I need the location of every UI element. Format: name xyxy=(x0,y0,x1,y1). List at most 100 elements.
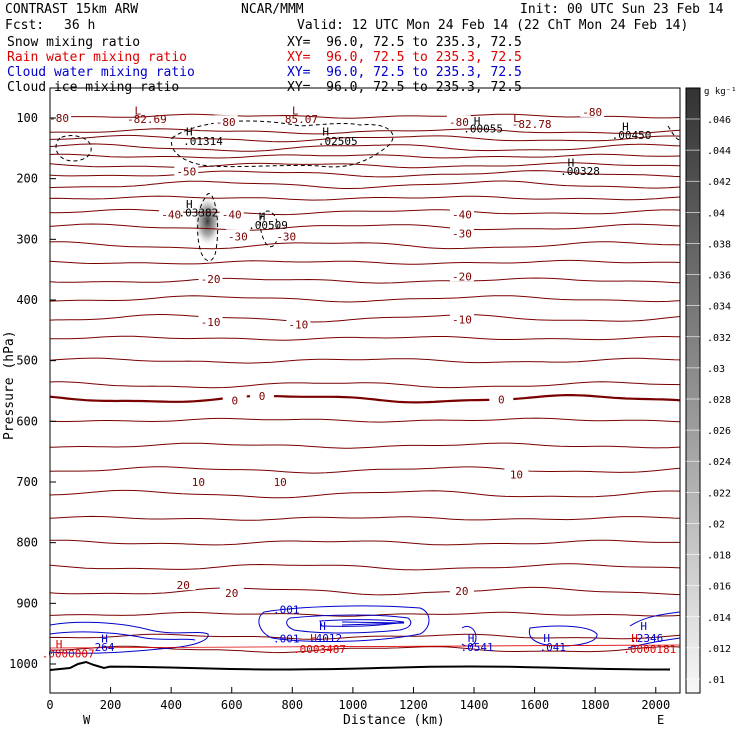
temp-label-bg xyxy=(174,164,199,177)
temp-contour-label: -50 xyxy=(176,165,196,178)
temp-label-bg xyxy=(449,312,474,325)
temperature-contour xyxy=(50,586,680,596)
temperature-contour xyxy=(50,223,680,231)
temperature-contour xyxy=(50,170,680,178)
colorbar-tick-label: .042 xyxy=(707,177,731,188)
temperature-contour xyxy=(50,611,680,617)
temperature-contour xyxy=(50,335,680,341)
temperature-contour xyxy=(50,153,680,159)
temperature-contour xyxy=(50,466,680,474)
colorbar-tick-label: .018 xyxy=(707,551,731,562)
temp-contour-label: -80 xyxy=(582,106,602,119)
y-tick-label: 600 xyxy=(16,414,38,428)
temperature-contour xyxy=(50,295,680,303)
extremum-value: .2346 xyxy=(630,632,663,645)
colorbar-unit: g kg⁻¹ xyxy=(704,87,737,97)
colorbar-tick-label: .03 xyxy=(707,364,725,375)
temp-label-bg xyxy=(219,586,244,599)
extremum-value: 264 xyxy=(95,641,115,654)
colorbar-tick-label: .04 xyxy=(707,208,725,219)
temperature-contour xyxy=(50,357,680,364)
temp-label-bg xyxy=(449,584,474,597)
field-snow-xy: XY= 96.0, 72.5 to 235.3, 72.5 xyxy=(287,35,522,50)
x-tick-label: 600 xyxy=(221,698,243,712)
extremum-value: .00509 xyxy=(248,219,288,232)
extremum-value: .041 xyxy=(540,641,567,654)
extremum-mark: H xyxy=(568,156,575,169)
temp-contour-label: -80 xyxy=(449,116,469,129)
x-tick-label: 200 xyxy=(100,698,122,712)
temperature-contour xyxy=(50,259,680,265)
temp-contour-label: -40 xyxy=(161,208,181,221)
temperature-contour xyxy=(50,241,680,250)
temp-label-bg xyxy=(449,269,474,282)
temp-label-bg xyxy=(219,207,244,220)
extremum-value: .00055 xyxy=(463,122,503,135)
temp-contour-label: -10 xyxy=(452,313,472,326)
temperature-contour xyxy=(50,195,680,201)
x-tick-label: 800 xyxy=(281,698,303,712)
extremum-mark: H xyxy=(259,210,266,223)
extremum-mark: H xyxy=(56,638,63,651)
colorbar-ticks: .046 .044 .042 .04 .038 .036 .034 .032 .03 .028 .0… xyxy=(686,115,731,686)
temp-label-bg xyxy=(274,229,299,242)
temp-label-bg xyxy=(198,271,223,284)
temp-contour-label: -40 xyxy=(452,208,472,221)
extremum-mark: H xyxy=(631,632,638,645)
ice-contour-edge xyxy=(667,125,680,141)
y-tick-label: 900 xyxy=(16,596,38,610)
colorbar-tick-label: .01 xyxy=(707,675,725,686)
colorbar-tick-label: .024 xyxy=(707,457,731,468)
temperature-contour xyxy=(50,314,680,323)
field-rain-name: Rain water mixing ratio xyxy=(7,50,188,65)
rain-water-contour xyxy=(50,644,680,649)
extremum-mark: L xyxy=(292,105,299,118)
extremum-mark: H xyxy=(474,115,481,128)
temp-contour-label: -10 xyxy=(201,316,221,329)
temperature-contour xyxy=(50,563,680,571)
extremum-value: .4012 xyxy=(309,632,342,645)
temp-contour-label: -20 xyxy=(201,273,221,286)
extremum-mark: H xyxy=(640,620,647,633)
temp-contour-label: 10 xyxy=(510,469,523,482)
temp-contour-label: -30 xyxy=(228,230,248,243)
extremum-value: .0003487 xyxy=(293,643,346,656)
ice-contour-upper xyxy=(170,120,394,168)
extremum-mark: H xyxy=(543,632,550,645)
x-axis-label: Distance (km) xyxy=(343,713,445,728)
x-tick-label: 400 xyxy=(160,698,182,712)
valid-time: Valid: 12 UTC Mon 24 Feb 14 (22 ChT Mon … xyxy=(297,18,689,33)
temp-label-bg xyxy=(213,115,238,128)
y-axis-label: Pressure (hPa) xyxy=(2,330,17,440)
extremum-value: .0000007 xyxy=(42,648,95,661)
temperature-contour xyxy=(50,442,680,449)
extremum-mark: L xyxy=(513,112,520,125)
temp-contour-label: 10 xyxy=(192,476,205,489)
x-tick-label: 1400 xyxy=(460,698,489,712)
x-tick-label: 0 xyxy=(46,698,53,712)
cloud-water-contour xyxy=(50,621,209,654)
colorbar-tick-label: .028 xyxy=(707,395,731,406)
colorbar-tick-label: .034 xyxy=(707,302,731,313)
temperature-contour xyxy=(50,208,680,216)
colorbar-tick-label: .036 xyxy=(707,271,731,282)
cloud-water-label: .001 xyxy=(273,633,300,646)
cloud-water-contour xyxy=(341,621,405,626)
temperature-contour xyxy=(50,417,680,423)
temp-label-bg xyxy=(222,393,247,406)
extremum-value: .0000181 xyxy=(623,643,676,656)
extremum-mark: H xyxy=(319,620,326,633)
plot-frame xyxy=(49,87,681,694)
temp-label-bg xyxy=(286,317,311,330)
temp-label-bg xyxy=(186,475,211,487)
freezing-level-contour xyxy=(50,394,680,404)
y-tick-label: 1000 xyxy=(9,657,38,671)
y-tick-label: 800 xyxy=(16,536,38,550)
temp-contour-label: 0 xyxy=(231,395,238,408)
temp-label-bg xyxy=(489,392,514,405)
temp-contour-label: -80 xyxy=(216,116,236,129)
x-tick-label: 1600 xyxy=(520,698,549,712)
extremum-value: .02505 xyxy=(318,135,358,148)
